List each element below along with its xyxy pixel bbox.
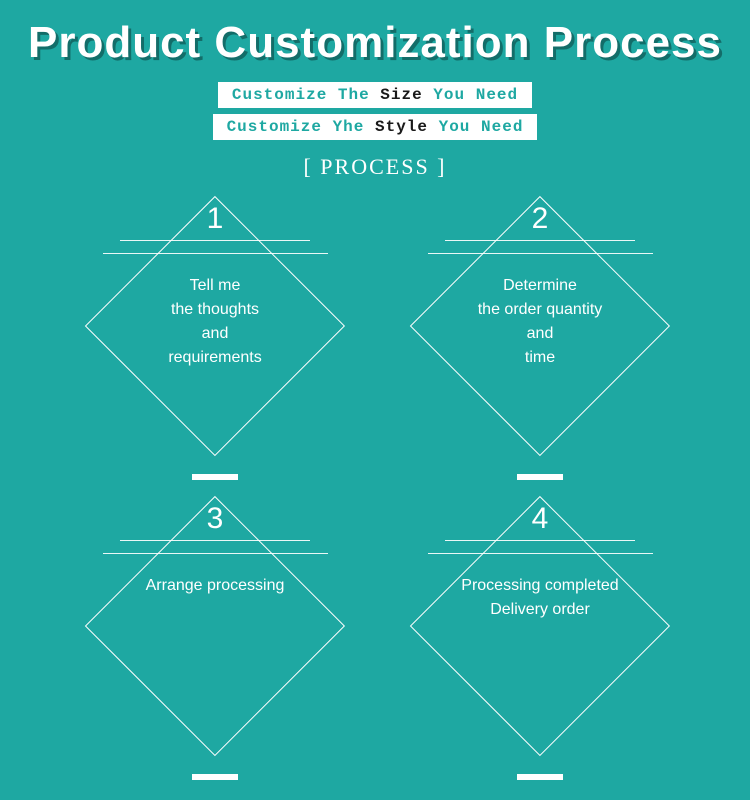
diamond-content: 3 Arrange processing	[85, 496, 345, 756]
subtitle-prefix: Customize The	[232, 86, 380, 104]
step-underbar	[517, 474, 563, 480]
step-text: Arrange processing	[126, 574, 305, 598]
divider-line	[103, 253, 328, 254]
process-step-4: 4 Processing completed Delivery order	[410, 496, 670, 756]
step-number: 4	[532, 504, 549, 534]
subtitle-group: Customize The Size You NeedCustomize Yhe…	[0, 82, 750, 140]
divider-line	[103, 553, 328, 554]
process-step-2: 2 Determine the order quantity and time	[410, 196, 670, 456]
diamond-content: 2 Determine the order quantity and time	[410, 196, 670, 456]
process-grid: 1 Tell me the thoughts and requirements 2 D…	[0, 186, 750, 766]
step-underbar	[192, 774, 238, 780]
subtitle-suffix: You Need	[423, 86, 518, 104]
step-text: Tell me the thoughts and requirements	[148, 274, 281, 370]
subtitle-suffix: You Need	[428, 118, 523, 136]
diamond-content: 4 Processing completed Delivery order	[410, 496, 670, 756]
step-number: 3	[207, 504, 224, 534]
step-underbar	[517, 774, 563, 780]
process-step-1: 1 Tell me the thoughts and requirements	[85, 196, 345, 456]
page-root: Product Customization Process Customize …	[0, 0, 750, 800]
page-title: Product Customization Process	[0, 18, 750, 68]
subtitle-box-2: Customize Yhe Style You Need	[213, 114, 538, 140]
step-number: 1	[207, 204, 224, 234]
step-text: Determine the order quantity and time	[458, 274, 623, 370]
subtitle-emphasis: Style	[375, 118, 428, 136]
divider-line	[428, 553, 653, 554]
step-text: Processing completed Delivery order	[441, 574, 638, 622]
diamond-content: 1 Tell me the thoughts and requirements	[85, 196, 345, 456]
process-step-3: 3 Arrange processing	[85, 496, 345, 756]
divider-line	[445, 240, 635, 241]
subtitle-prefix: Customize Yhe	[227, 118, 375, 136]
subtitle-emphasis: Size	[380, 86, 422, 104]
divider-line	[445, 540, 635, 541]
step-underbar	[192, 474, 238, 480]
divider-line	[428, 253, 653, 254]
divider-line	[120, 240, 310, 241]
divider-line	[120, 540, 310, 541]
subtitle-box-1: Customize The Size You Need	[218, 82, 532, 108]
section-label: [ PROCESS ]	[0, 154, 750, 180]
step-number: 2	[532, 204, 549, 234]
